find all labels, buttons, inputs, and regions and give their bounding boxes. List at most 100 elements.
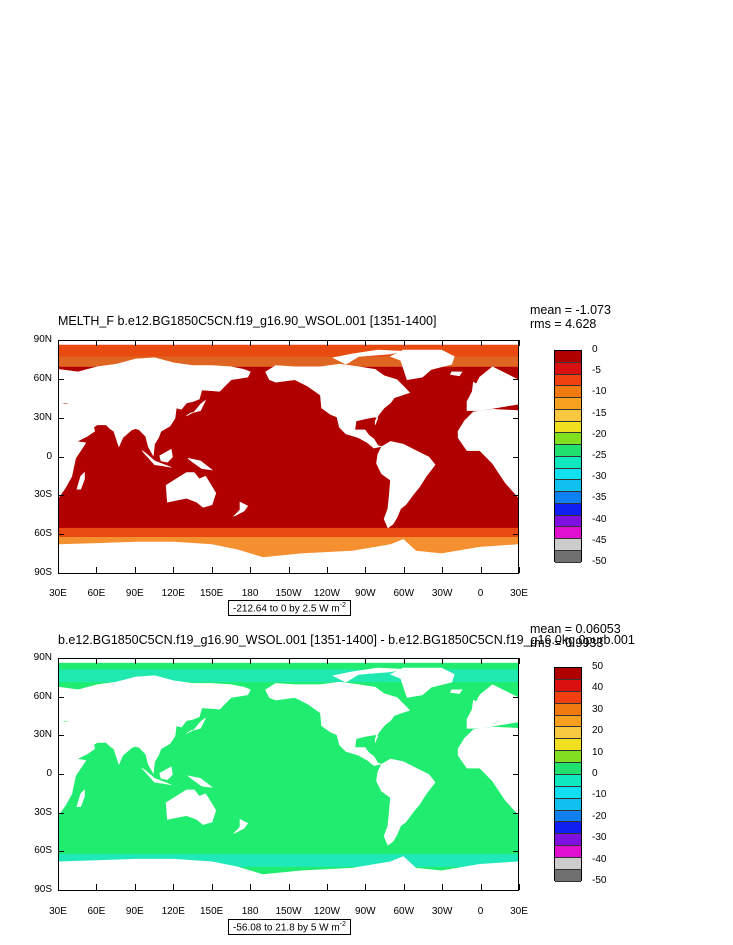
- x-tick-mark: [96, 567, 98, 573]
- colorbar-box: [555, 822, 581, 835]
- x-tick-mark: [326, 884, 328, 890]
- colorbar-label: 20: [592, 725, 604, 737]
- x-tick-mark: [365, 884, 367, 890]
- x-tick-mark-top: [365, 340, 367, 346]
- colorbar-box: [555, 539, 581, 552]
- colorbar-label: 0: [592, 768, 598, 779]
- land-north-america: [265, 681, 411, 766]
- land-australia: [165, 472, 217, 508]
- colorbar-box: [555, 810, 581, 823]
- colorbar-box: [555, 398, 581, 410]
- x-tick-mark: [480, 884, 482, 890]
- colorbar-box: [555, 468, 581, 481]
- colorbar-box: [555, 703, 581, 716]
- colorbar-label: -50: [592, 875, 607, 886]
- y-tick-label: 0: [46, 768, 52, 779]
- y-tick-mark-right: [513, 573, 519, 574]
- land-greenland: [389, 349, 455, 381]
- land-north-america: [265, 363, 411, 449]
- x-tick-mark: [211, 884, 213, 890]
- colorbar: [554, 667, 582, 882]
- x-tick-mark-top: [403, 658, 405, 664]
- x-tick-label: 60W: [393, 588, 415, 599]
- land-madagascar: [76, 471, 85, 490]
- y-tick-mark-right: [513, 851, 519, 853]
- colorbar-box: [555, 515, 581, 528]
- colorbar-box: [555, 834, 581, 847]
- land-arabia: [65, 415, 96, 442]
- y-tick-mark: [58, 696, 64, 698]
- y-tick-mark: [58, 340, 64, 341]
- x-tick-mark-top: [96, 658, 98, 664]
- x-tick-mark-top: [326, 340, 328, 346]
- land-iceland: [449, 689, 463, 694]
- x-tick-mark: [211, 567, 213, 573]
- land-japan: [186, 400, 206, 417]
- x-tick-mark-top: [519, 658, 520, 664]
- x-tick-mark-top: [211, 340, 213, 346]
- panel-title: MELTH_F b.e12.BG1850C5CN.f19_g16.90_WSOL…: [58, 314, 437, 328]
- y-tick-mark: [58, 774, 64, 775]
- y-tick-mark-right: [513, 456, 519, 458]
- y-tick-mark-right: [513, 812, 519, 814]
- x-tick-mark-top: [326, 658, 328, 664]
- x-tick-mark-top: [480, 658, 482, 664]
- colorbar-box: [555, 715, 581, 728]
- x-tick-label: 60E: [87, 588, 106, 599]
- x-tick-label: 150E: [199, 588, 224, 599]
- map-plot: [58, 340, 519, 574]
- colorbar-label: 50: [592, 661, 604, 672]
- y-tick-mark: [58, 658, 64, 659]
- x-tick-mark: [250, 567, 252, 573]
- x-tick-mark-top: [403, 340, 405, 346]
- y-tick-mark-right: [513, 658, 519, 659]
- y-tick-label: 30S: [34, 489, 52, 501]
- land-new-zealand: [233, 501, 249, 517]
- x-tick-mark-top: [365, 658, 367, 664]
- colorbar-label: 40: [592, 682, 604, 694]
- colorbar-box: [555, 362, 581, 375]
- x-tick-label: 90W: [355, 906, 376, 917]
- land-new-zealand: [233, 818, 249, 834]
- y-tick-mark: [58, 456, 64, 458]
- x-tick-mark-top: [173, 340, 175, 346]
- x-tick-mark-top: [519, 340, 520, 346]
- x-tick-mark: [173, 884, 175, 890]
- x-tick-mark-top: [173, 658, 175, 664]
- colorbar-box: [555, 774, 581, 787]
- colorbar-box: [555, 679, 581, 692]
- x-tick-mark-top: [211, 658, 213, 664]
- colorbar-box: [555, 433, 581, 446]
- land-south-america: [376, 441, 436, 529]
- x-tick-label: 30E: [510, 906, 528, 917]
- x-tick-mark-top: [250, 658, 252, 664]
- y-tick-mark: [58, 851, 64, 853]
- colorbar-label: -20: [592, 428, 607, 440]
- colorbar-box: [555, 869, 581, 882]
- map-svg: [59, 662, 518, 890]
- x-tick-mark-top: [288, 340, 290, 346]
- x-tick-mark: [403, 567, 405, 573]
- y-tick-mark: [58, 890, 64, 891]
- mean-stat: mean = -1.073: [530, 303, 611, 317]
- y-tick-mark: [58, 378, 64, 380]
- y-tick-mark: [58, 534, 64, 536]
- land-eurasia: [59, 357, 251, 457]
- x-tick-label: 90E: [125, 588, 144, 599]
- x-tick-label: 90W: [355, 588, 376, 599]
- x-tick-label: 60E: [87, 906, 106, 917]
- x-tick-label: 180: [241, 906, 259, 917]
- sea-ice-band: [59, 356, 518, 367]
- y-tick-label: 60N: [33, 372, 52, 384]
- x-tick-mark: [58, 884, 59, 890]
- y-tick-label: 90S: [34, 884, 52, 895]
- colorbar-label: -50: [592, 556, 607, 567]
- x-tick-mark: [519, 567, 520, 573]
- land-arctic-islands: [332, 667, 404, 683]
- rms-stat: rms = 0.9933: [530, 636, 604, 650]
- colorbar-label: -25: [592, 450, 607, 461]
- x-tick-mark-top: [58, 340, 59, 346]
- y-tick-label: 90S: [34, 567, 52, 578]
- colorbar-box: [555, 492, 581, 504]
- colorbar-box: [555, 409, 581, 422]
